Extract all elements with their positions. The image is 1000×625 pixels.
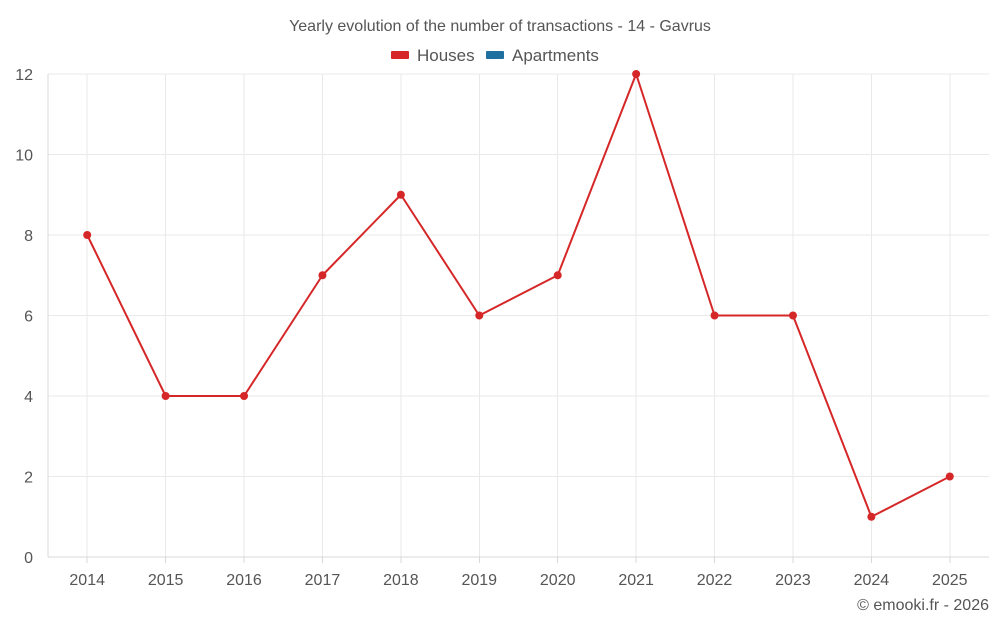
- data-point-houses[interactable]: [318, 271, 327, 280]
- axes: [47, 74, 989, 563]
- y-tick-label: 4: [24, 389, 33, 406]
- x-tick-label: 2014: [69, 572, 105, 589]
- legend-swatch-houses: [391, 51, 409, 59]
- data-point-houses[interactable]: [945, 472, 954, 481]
- x-tick-label: 2019: [461, 572, 497, 589]
- x-tick-label: 2016: [226, 572, 262, 589]
- series-line-houses: [86, 73, 951, 518]
- y-tick-label: 12: [15, 67, 33, 84]
- x-tick-label: 2017: [305, 572, 341, 589]
- y-tick-label: 6: [24, 309, 33, 326]
- legend-label-apartments[interactable]: Apartments: [512, 46, 599, 65]
- x-tick-label: 2021: [618, 572, 654, 589]
- tick-labels: 0 2 4 6 8 10 12 2014 2015 2016 2017 2018 2019 2020 202…: [15, 67, 967, 589]
- data-point-houses[interactable]: [396, 190, 405, 199]
- x-tick-label: 2022: [697, 572, 733, 589]
- grid: [48, 73, 989, 557]
- x-tick-label: 2024: [854, 572, 890, 589]
- data-point-houses[interactable]: [632, 70, 641, 78]
- y-tick-label: 2: [24, 470, 33, 487]
- series-layer: [83, 70, 954, 521]
- legend: Houses Apartments: [391, 46, 599, 65]
- data-point-houses[interactable]: [867, 512, 876, 521]
- x-tick-label: 2020: [540, 572, 576, 589]
- x-tick-label: 2015: [148, 572, 184, 589]
- data-point-houses[interactable]: [161, 392, 170, 400]
- x-tick-label: 2025: [932, 572, 968, 589]
- y-tick-label: 10: [15, 148, 33, 165]
- x-tick-label: 2018: [383, 572, 419, 589]
- chart-title: Yearly evolution of the number of transa…: [289, 18, 711, 35]
- legend-label-houses[interactable]: Houses: [417, 46, 475, 65]
- data-point-houses[interactable]: [240, 392, 249, 400]
- data-point-houses[interactable]: [788, 311, 797, 320]
- data-point-houses[interactable]: [475, 311, 484, 320]
- data-point-houses[interactable]: [553, 271, 562, 280]
- data-point-houses[interactable]: [710, 311, 719, 320]
- y-tick-label: 8: [24, 228, 33, 245]
- y-tick-label: 0: [24, 550, 33, 567]
- x-tick-label: 2023: [775, 572, 811, 589]
- data-point-houses[interactable]: [83, 231, 92, 239]
- legend-swatch-apartments: [486, 51, 504, 59]
- credit-text: © emooki.fr - 2026: [857, 597, 989, 614]
